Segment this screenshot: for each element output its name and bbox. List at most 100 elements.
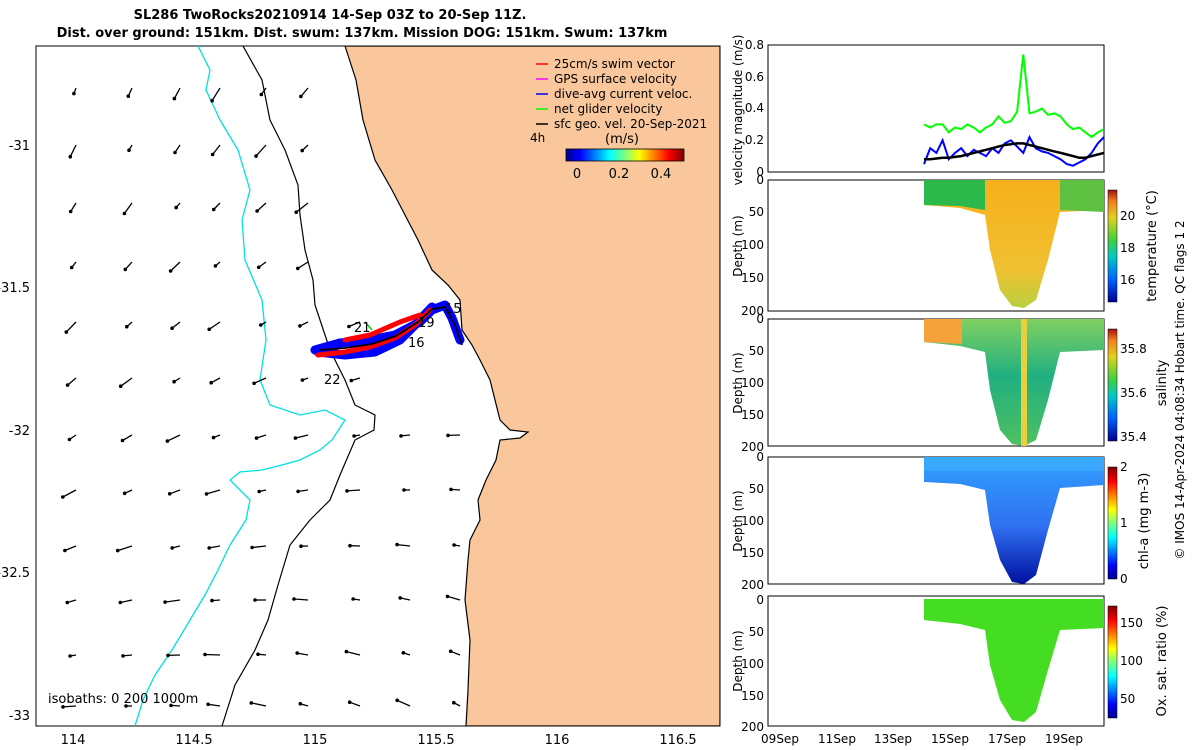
hours-label: 4h bbox=[530, 131, 545, 145]
velocity-vector-head bbox=[256, 265, 261, 270]
lat-tick: -32.5 bbox=[0, 566, 30, 581]
velocity-vector-head bbox=[118, 600, 123, 605]
velocity-vector-head bbox=[72, 91, 76, 96]
velocity-vector bbox=[396, 699, 411, 707]
velocity-vector-head bbox=[300, 378, 305, 382]
lat-ticks: -31 -31.5 -32 -32.5 -33 bbox=[0, 139, 30, 724]
colorbar-title: (m/s) bbox=[605, 132, 639, 147]
velocity-vector bbox=[253, 377, 267, 384]
velocity-vector-head bbox=[349, 378, 354, 383]
velocity-vector-head bbox=[68, 154, 73, 159]
velocity-vector-head bbox=[249, 701, 254, 705]
velocity-vector-head bbox=[254, 154, 258, 158]
velocity-vector-head bbox=[296, 489, 300, 494]
velocity-vector bbox=[212, 144, 221, 155]
velocity-vector-head bbox=[345, 489, 349, 493]
lon-tick: 114.5 bbox=[175, 733, 212, 748]
velocity-vector bbox=[252, 545, 267, 549]
velocity-vector bbox=[300, 87, 309, 97]
velocity-vector bbox=[295, 202, 309, 213]
velocity-vector-head bbox=[124, 704, 128, 708]
velocity-vector bbox=[117, 545, 133, 552]
velocity-vector-head bbox=[210, 598, 214, 603]
time-tick: 13Sep bbox=[874, 732, 912, 746]
velocity-vector bbox=[123, 202, 133, 214]
salinity-colorbar bbox=[1107, 328, 1118, 442]
velocity-vector-head bbox=[170, 546, 174, 550]
colorbar-tick: 35.6 bbox=[1120, 386, 1147, 400]
y-tick: 0.2 bbox=[745, 133, 764, 147]
depth-tick: 50 bbox=[749, 205, 764, 219]
velocity-vector-head bbox=[120, 438, 125, 443]
series-line-dive-avg-current-veloc- bbox=[923, 134, 1105, 167]
velocity-vector bbox=[208, 703, 221, 707]
y-tick: 0.6 bbox=[745, 70, 764, 84]
velocity-vector-head bbox=[395, 542, 399, 547]
velocity-vector bbox=[255, 144, 267, 157]
velocity-vector-head bbox=[122, 211, 127, 216]
colorbar-tick: 0.4 bbox=[651, 167, 672, 182]
velocity-vector bbox=[167, 434, 181, 442]
lon-tick: 115.5 bbox=[417, 733, 454, 748]
lat-tick: -31.5 bbox=[0, 281, 30, 296]
velocity-axes bbox=[767, 44, 1105, 173]
isobath-1000m bbox=[134, 46, 346, 726]
velocity-vector bbox=[346, 650, 361, 656]
colorbar-tick: 0.2 bbox=[609, 167, 630, 182]
velocity-vector-head bbox=[173, 150, 177, 155]
velocity-vector-head bbox=[446, 433, 450, 438]
velocity-vector bbox=[169, 489, 181, 495]
lon-ticks: 114 114.5 115 115.5 116 116.5 bbox=[61, 733, 697, 748]
map-legend: 25cm/s swim vector GPS surface velocity … bbox=[530, 57, 707, 182]
oxygen-panel: 0 50 100 150 200 150 100 50 Depth (m) Ox… bbox=[731, 593, 1170, 734]
velocity-vector bbox=[206, 489, 221, 495]
velocity-vector-head bbox=[118, 384, 123, 389]
salinity-nearshore bbox=[924, 319, 962, 344]
velocity-vector-head bbox=[126, 94, 131, 98]
depth-tick: 150 bbox=[741, 546, 764, 560]
y-tick: 0.8 bbox=[745, 38, 764, 52]
isobaths-label: isobaths: 0 200 1000m bbox=[48, 692, 198, 707]
glider-track-map: 114 114.5 115 115.5 116 116.5 -31 -31.5 … bbox=[0, 45, 721, 748]
velocity-vector bbox=[62, 705, 77, 708]
salinity-panel: 0 50 100 150 200 35.8 35.6 35.4 Depth (m… bbox=[731, 312, 1170, 454]
velocity-series bbox=[923, 54, 1105, 167]
velocity-vector-head bbox=[300, 148, 305, 153]
depth-axis-label: Depth (m) bbox=[731, 352, 745, 413]
depth-axis-label: Depth (m) bbox=[731, 630, 745, 691]
velocity-vector bbox=[122, 434, 133, 442]
velocity-vector-head bbox=[401, 651, 406, 655]
velocity-vector bbox=[447, 595, 461, 601]
velocity-vector-head bbox=[294, 210, 299, 214]
velocity-panel: 0 0.2 0.4 0.6 0.8 velocity magnitude (m/… bbox=[731, 35, 1105, 185]
velocity-vector-head bbox=[115, 548, 120, 553]
velocity-vector-head bbox=[257, 489, 262, 494]
colorbar-tick: 2 bbox=[1120, 460, 1128, 474]
velocity-vector-head bbox=[68, 209, 73, 214]
depth-tick: 200 bbox=[741, 304, 764, 318]
velocity-vector bbox=[64, 545, 77, 552]
colorbar-label: Ox. sat. ratio (%) bbox=[1155, 606, 1170, 717]
oxygen-section bbox=[924, 599, 1104, 722]
colorbar-label: salinity bbox=[1155, 359, 1170, 406]
time-tick: 11Sep bbox=[818, 732, 856, 746]
depth-tick: 0 bbox=[756, 312, 764, 326]
velocity-vector bbox=[65, 321, 77, 333]
velocity-vector-head bbox=[344, 649, 349, 654]
track-day-labels: 15 16 19 21 22 bbox=[324, 302, 462, 388]
velocity-vector-head bbox=[64, 330, 69, 334]
imos-credit: © IMOS 14-Apr-2024 04:08:34 Hobart time.… bbox=[1173, 220, 1187, 559]
velocity-vector bbox=[297, 261, 309, 269]
velocity-vector-head bbox=[348, 543, 352, 548]
velocity-vector bbox=[256, 202, 267, 212]
day-label: 21 bbox=[354, 321, 371, 336]
velocity-vector-head bbox=[172, 96, 177, 101]
velocity-vector-head bbox=[125, 324, 129, 329]
chlorophyll-panel: 0 50 100 150 200 2 1 0 Depth (m) chl-a (… bbox=[731, 450, 1152, 592]
legend-label: 25cm/s swim vector bbox=[554, 57, 675, 71]
depth-tick: 0 bbox=[756, 450, 764, 464]
velocity-vector-head bbox=[395, 698, 400, 703]
velocity-vector-head bbox=[250, 545, 254, 550]
velocity-vector-head bbox=[452, 543, 456, 547]
salinity-streak bbox=[1021, 319, 1027, 446]
